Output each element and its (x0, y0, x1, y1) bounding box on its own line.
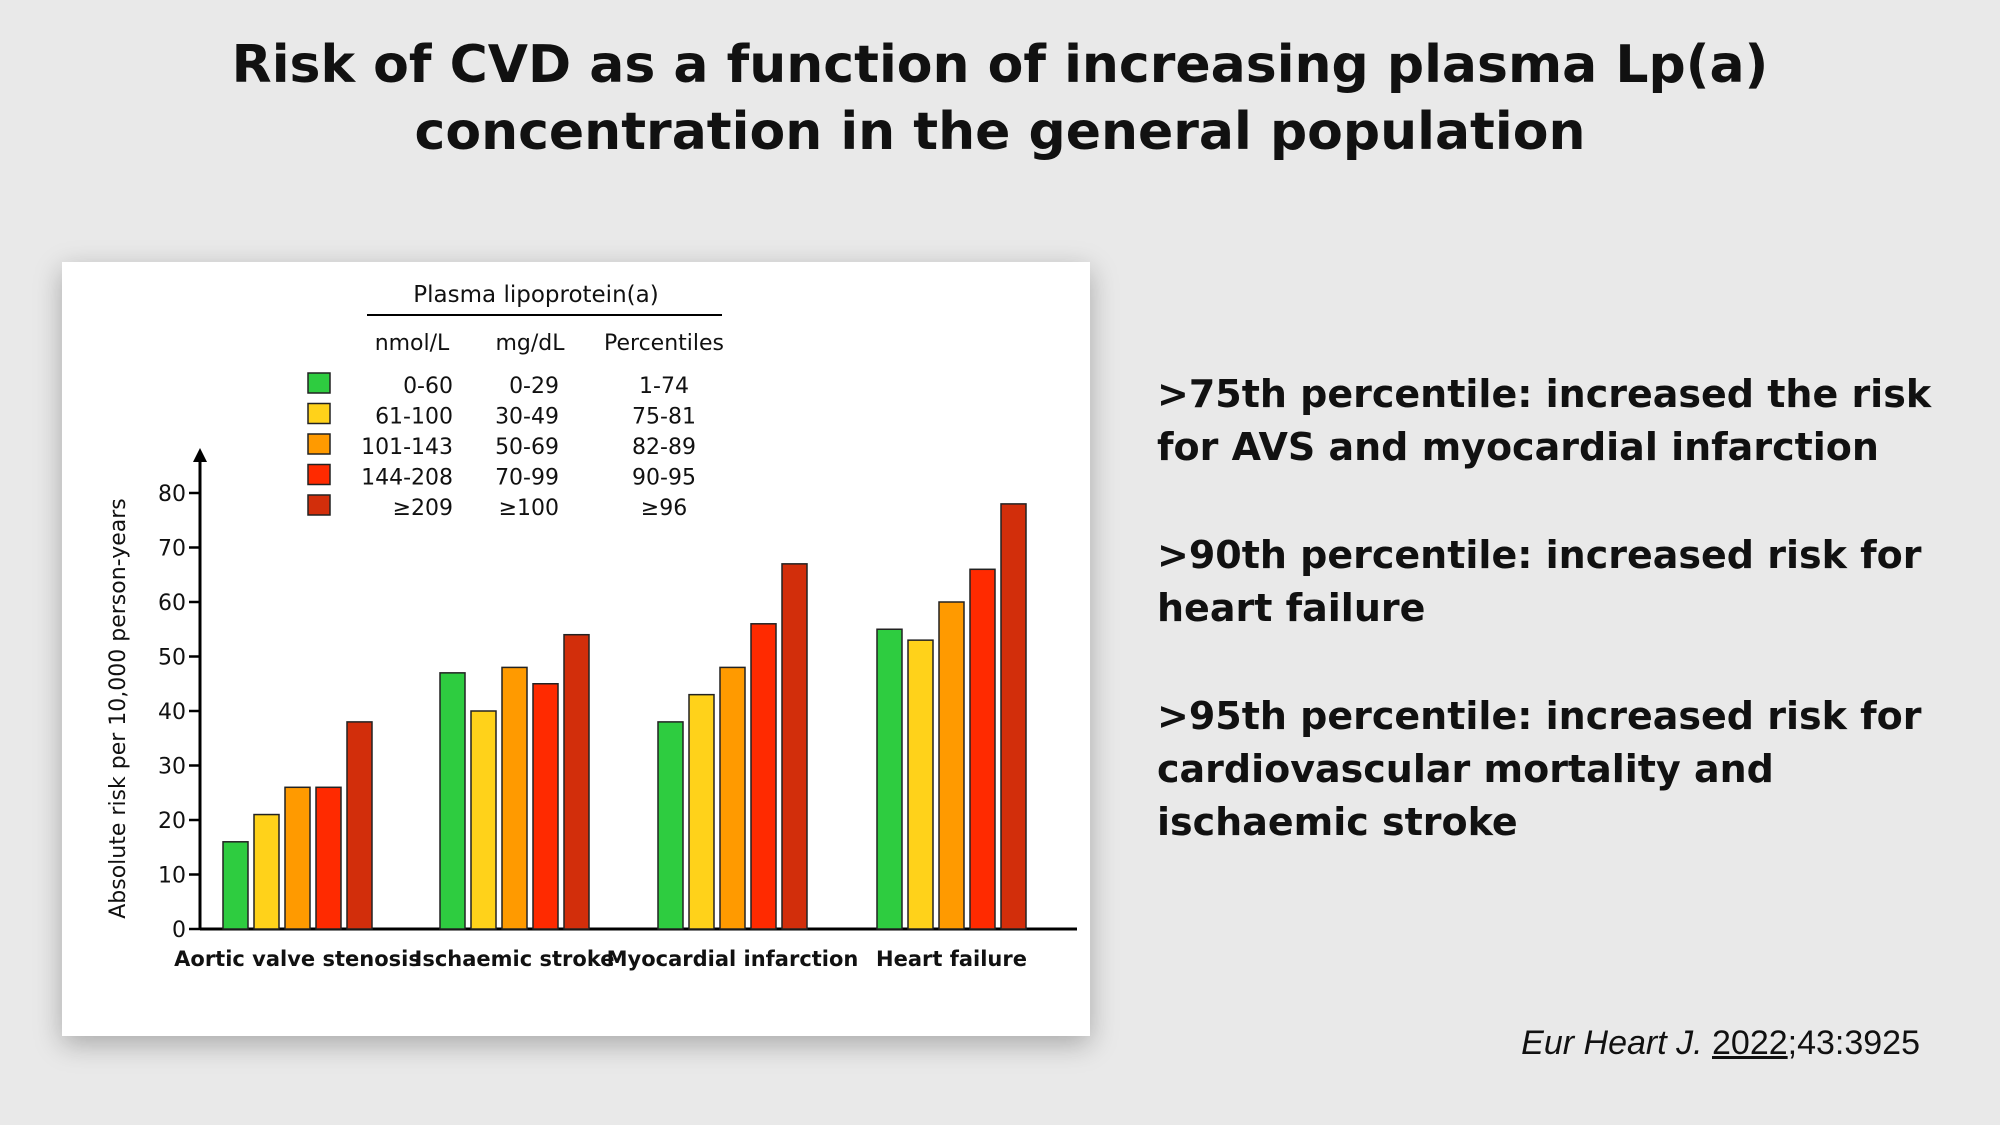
legend-nmol-value: 144-208 (361, 466, 453, 491)
citation: Eur Heart J. 2022;43:3925 (1521, 1024, 1920, 1063)
y-tick-label: 70 (158, 537, 186, 562)
legend-swatch (307, 463, 331, 486)
legend-percentile-value: 75-81 (632, 405, 696, 430)
bar (532, 683, 559, 930)
finding-95th-percentile: >95th percentile: increased risk for car… (1157, 694, 1922, 844)
bar (750, 623, 777, 930)
legend-column-header: Percentiles (604, 331, 724, 356)
legend-column-header: nmol/L (375, 331, 450, 356)
bar (969, 568, 996, 930)
y-tick-label: 0 (172, 918, 186, 943)
legend-mgdl-value: ≥100 (499, 496, 559, 521)
bar (470, 710, 497, 930)
finding-75th-percentile: >75th percentile: increased the risk for… (1157, 372, 1932, 469)
y-tick-label: 10 (158, 864, 186, 889)
y-tick-label: 80 (158, 482, 186, 507)
finding-90th-percentile: >90th percentile: increased risk for hea… (1157, 533, 1922, 630)
legend-mgdl-value: 70-99 (495, 466, 559, 491)
citation-volume: ;43:3925 (1787, 1024, 1920, 1062)
bar (938, 601, 965, 930)
legend-title: Plasma lipoprotein(a) (413, 282, 658, 308)
legend-swatch (307, 402, 331, 425)
bar (253, 813, 280, 930)
x-category-label: Ischaemic stroke (415, 947, 615, 971)
y-axis-arrow-icon (193, 448, 207, 462)
legend-percentile-value: 1-74 (639, 374, 689, 399)
x-category-label: Heart failure (876, 947, 1027, 971)
y-tick-label: 20 (158, 809, 186, 834)
y-tick-label: 40 (158, 700, 186, 725)
bar (501, 666, 528, 930)
bar (439, 672, 466, 930)
slide-title: Risk of CVD as a function of increasing … (0, 32, 2000, 166)
bar (657, 721, 684, 930)
legend-nmol-value: ≥209 (393, 496, 453, 521)
legend-swatch (307, 433, 331, 455)
chart-panel: 0 10 20 30 40 50 60 70 80 Absolute risk per 10,00… (62, 262, 1090, 1036)
bar (222, 841, 249, 930)
bar (1000, 503, 1027, 930)
legend-nmol-value: 61-100 (375, 405, 453, 430)
bar-chart: 0 10 20 30 40 50 60 70 80 Absolute risk per 10,00… (106, 282, 1077, 971)
bar (346, 721, 373, 930)
bar (719, 666, 746, 930)
y-tick-label: 30 (158, 755, 186, 780)
y-tick-label: 50 (158, 646, 186, 671)
legend-nmol-value: 101-143 (361, 435, 453, 460)
legend-swatch (307, 372, 331, 394)
legend-percentile-value: 82-89 (632, 435, 696, 460)
slide-title-line-1: Risk of CVD as a function of increasing … (231, 35, 1769, 95)
legend-mgdl-value: 30-49 (495, 405, 559, 430)
legend-column-header: mg/dL (495, 331, 565, 356)
key-findings: >75th percentile: increased the risk for… (1157, 368, 1957, 904)
legend-mgdl-value: 50-69 (495, 435, 559, 460)
bar (563, 633, 590, 930)
bar (781, 563, 808, 930)
x-category-label: Aortic valve stenosis (174, 947, 421, 971)
x-category-label: Myocardial infarction (607, 947, 859, 971)
bar (315, 786, 342, 930)
legend-percentile-value: 90-95 (632, 466, 696, 491)
bar (907, 639, 934, 930)
citation-year-link[interactable]: 2022 (1712, 1024, 1788, 1062)
legend-nmol-value: 0-60 (403, 374, 453, 399)
y-tick-label: 60 (158, 591, 186, 616)
legend-swatch (307, 494, 331, 516)
y-axis-title: Absolute risk per 10,000 person-years (106, 498, 131, 919)
bar (688, 693, 715, 930)
legend-mgdl-value: 0-29 (509, 374, 559, 399)
legend-percentile-value: ≥96 (641, 496, 687, 521)
bar (284, 786, 311, 930)
citation-journal: Eur Heart J. (1521, 1024, 1703, 1062)
bar (876, 628, 903, 930)
slide-title-line-2: concentration in the general population (414, 102, 1586, 162)
